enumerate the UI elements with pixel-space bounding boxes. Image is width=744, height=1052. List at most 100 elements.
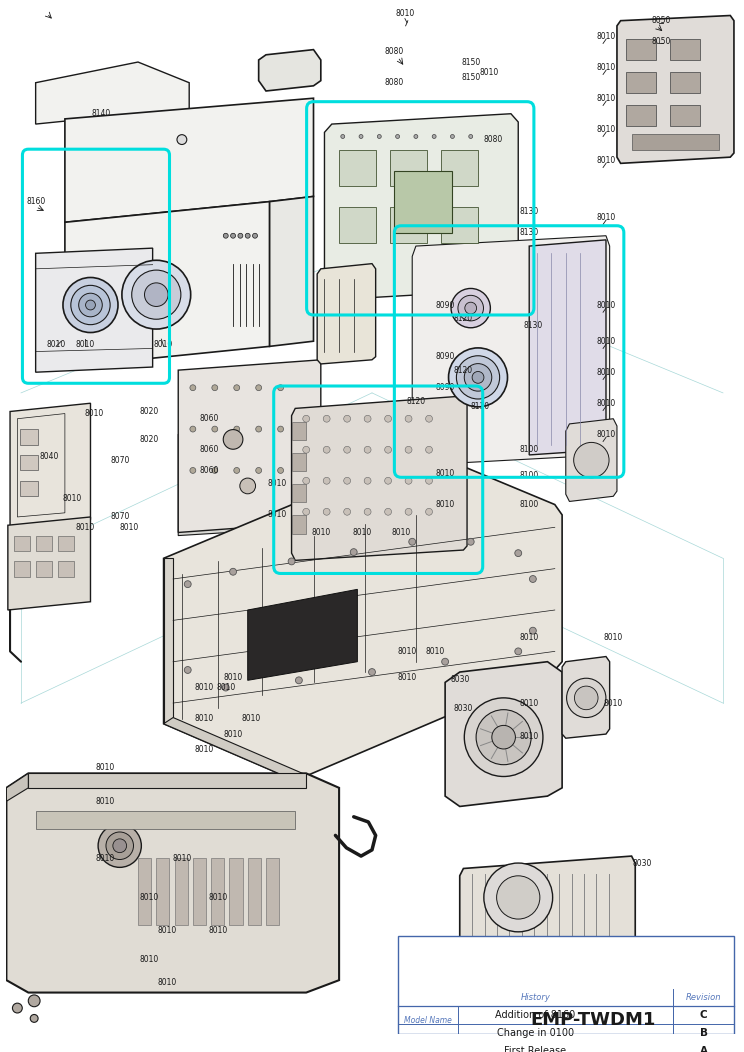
Text: 8010: 8010 [95,853,115,863]
Circle shape [177,135,187,144]
Text: Change in 0100: Change in 0100 [497,1028,574,1038]
Text: 8010: 8010 [95,763,115,772]
Text: 8010: 8010 [267,480,286,488]
Circle shape [278,467,283,473]
Text: 8010: 8010 [194,683,214,692]
Polygon shape [460,856,635,1029]
Text: 8010: 8010 [267,510,286,520]
Text: 8050: 8050 [651,37,670,46]
Circle shape [408,539,416,545]
Bar [292,422,307,441]
Text: 8010: 8010 [519,633,539,643]
Polygon shape [259,49,321,90]
Circle shape [256,426,262,432]
Circle shape [132,270,181,319]
Text: B: B [699,1028,708,1038]
Text: 8010: 8010 [223,672,243,682]
Circle shape [574,443,609,478]
Text: 8010: 8010 [397,672,417,682]
Polygon shape [65,202,269,367]
Text: 8010: 8010 [597,94,615,103]
Bar [441,207,478,243]
Circle shape [492,726,516,749]
Text: 8030: 8030 [454,704,473,713]
Circle shape [350,549,357,555]
Circle shape [464,697,543,776]
Polygon shape [179,360,321,532]
Text: 8010: 8010 [139,893,158,902]
Circle shape [28,995,40,1007]
Circle shape [530,575,536,583]
Text: EMP-TWDM1: EMP-TWDM1 [530,1011,655,1029]
Circle shape [144,283,168,306]
Circle shape [464,364,492,391]
Circle shape [574,686,598,710]
Text: 8010: 8010 [597,32,615,41]
Bar [13,535,30,551]
Circle shape [476,710,531,765]
Circle shape [405,446,412,453]
Text: 8030: 8030 [450,674,469,684]
Text: 8010: 8010 [194,714,214,723]
Text: 8010: 8010 [209,893,228,902]
Text: 8120: 8120 [454,313,473,323]
Text: 8010: 8010 [223,730,243,739]
Circle shape [426,416,432,422]
Circle shape [456,356,500,399]
Circle shape [450,135,455,139]
Polygon shape [65,98,313,222]
Text: 8020: 8020 [139,434,158,444]
Circle shape [426,508,432,515]
Bar [339,207,376,243]
Polygon shape [36,62,189,124]
Text: 8050: 8050 [651,16,670,25]
Polygon shape [529,240,606,454]
Text: 8010: 8010 [242,714,261,723]
Bar [248,858,261,926]
Text: 8010: 8010 [209,926,228,935]
Text: 8010: 8010 [597,213,615,222]
Bar [19,481,38,497]
Text: 8070: 8070 [110,456,129,465]
Text: First Release: First Release [504,1046,567,1052]
Circle shape [106,832,133,859]
Bar [670,105,699,126]
Circle shape [63,278,118,332]
Text: 8010: 8010 [597,430,615,439]
Bar [626,73,655,93]
Circle shape [246,234,250,238]
Text: 8010: 8010 [597,399,615,408]
Circle shape [465,302,477,313]
Bar [13,562,30,576]
Circle shape [405,478,412,484]
Text: 8010: 8010 [62,493,82,503]
Text: 8090: 8090 [435,352,455,361]
Circle shape [467,539,474,545]
Circle shape [323,478,330,484]
Text: 8010: 8010 [597,368,615,377]
Text: 8010: 8010 [597,125,615,134]
Text: 8010: 8010 [519,699,539,708]
Circle shape [31,1014,38,1023]
Circle shape [323,508,330,515]
Circle shape [190,385,196,390]
Circle shape [359,135,363,139]
Text: 8010: 8010 [597,156,615,165]
Bar [391,150,427,186]
Bar [19,454,38,470]
Bar [626,105,655,126]
Text: 8010: 8010 [597,63,615,72]
Circle shape [79,294,102,317]
Polygon shape [7,773,28,802]
Text: 8010: 8010 [395,8,414,18]
Circle shape [303,478,310,484]
Text: 8010: 8010 [85,409,103,418]
Text: 8040: 8040 [39,452,59,462]
Circle shape [567,679,606,717]
Text: 8080: 8080 [483,135,502,144]
Bar [670,73,699,93]
Bar [266,858,279,926]
Circle shape [364,508,371,515]
Circle shape [385,508,391,515]
Polygon shape [10,403,91,527]
